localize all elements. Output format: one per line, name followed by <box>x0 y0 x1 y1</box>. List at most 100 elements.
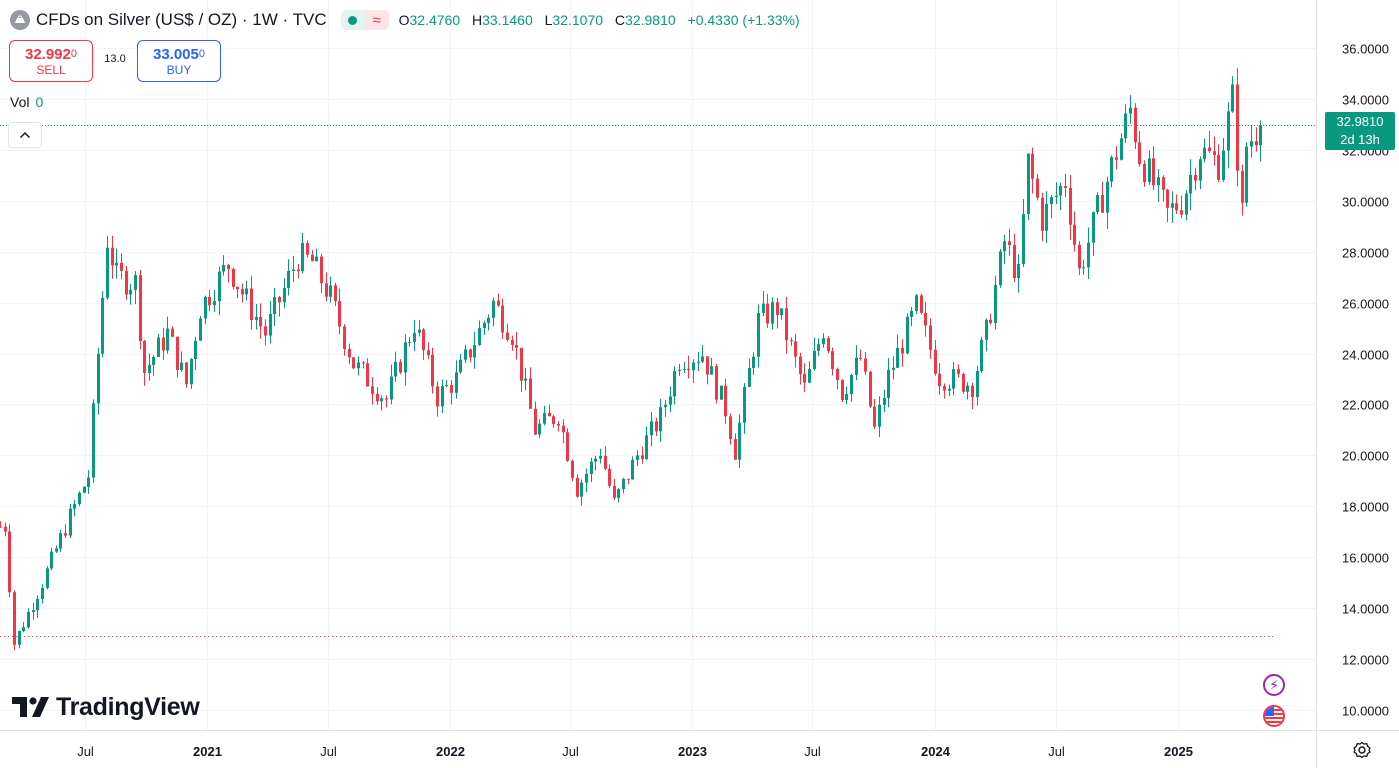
candle-body <box>78 492 81 505</box>
candle-body <box>576 477 579 497</box>
candle-body <box>390 376 393 400</box>
candle-body <box>915 295 918 311</box>
candle-body <box>329 285 332 297</box>
candle-body <box>557 423 560 426</box>
candle-body <box>934 349 937 374</box>
candle-body <box>971 385 974 398</box>
candle-body <box>906 316 909 354</box>
candle-body <box>450 385 453 393</box>
candle-body <box>994 285 997 324</box>
price-tick-label: 28.0000 <box>1342 246 1389 261</box>
candle-body <box>162 337 165 351</box>
candle-body <box>617 489 620 498</box>
candle-body <box>1101 195 1104 213</box>
collapse-legend-button[interactable] <box>8 122 42 148</box>
candle-body <box>69 508 72 536</box>
candle-body <box>1017 263 1020 279</box>
buy-button[interactable]: 33.0050 BUY <box>137 40 221 82</box>
candle-body <box>1087 242 1090 268</box>
candle-body <box>715 366 718 400</box>
candle-body <box>334 285 337 302</box>
candle-body <box>348 348 351 358</box>
candle-body <box>962 373 965 392</box>
silver-symbol-icon[interactable] <box>10 10 30 30</box>
symbol-title[interactable]: CFDs on Silver (US$ / OZ) · 1W · TVC <box>36 10 327 29</box>
candle-body <box>422 329 425 351</box>
candle-body <box>59 533 62 549</box>
price-tick-label: 24.0000 <box>1342 348 1389 363</box>
candle-body <box>1036 178 1039 198</box>
candle-body <box>1213 151 1216 155</box>
candle-body <box>250 288 253 320</box>
candle-body <box>548 412 551 417</box>
candle-body <box>883 397 886 405</box>
candle-body <box>101 297 104 354</box>
candle-body <box>543 412 546 424</box>
candle-body <box>469 349 472 358</box>
candle-body <box>97 353 100 404</box>
time-tick-label: 2025 <box>1164 744 1193 759</box>
candle-body <box>431 354 434 387</box>
candle-body <box>985 319 988 340</box>
candle-body <box>650 421 653 436</box>
wave-icon[interactable]: ≈ <box>364 10 389 30</box>
volume-legend[interactable]: Vol 0 <box>10 94 44 110</box>
candle-body <box>115 262 118 266</box>
candle-body <box>585 473 588 483</box>
candle-body <box>199 318 202 341</box>
time-tick-label: 2023 <box>678 744 707 759</box>
candle-body <box>487 317 490 323</box>
candle-body <box>924 312 927 326</box>
candle-body <box>1124 113 1127 139</box>
candle-body <box>999 251 1002 286</box>
candle-body <box>371 386 374 394</box>
candle-body <box>1120 138 1123 160</box>
sell-button[interactable]: 32.9920 SELL <box>9 40 93 82</box>
candle-body <box>817 344 820 351</box>
candle-body <box>83 486 86 493</box>
candle-body <box>343 326 346 349</box>
candle-body <box>873 406 876 427</box>
candle-body <box>1013 245 1016 279</box>
candle-body <box>232 268 235 287</box>
price-change: +0.4330 (+1.33%) <box>687 12 800 28</box>
candle-body <box>139 275 142 341</box>
candle-body <box>157 337 160 357</box>
candle-body <box>515 344 518 348</box>
candle-body <box>1259 125 1262 146</box>
candle-body <box>822 338 825 345</box>
candle-body <box>1008 241 1011 246</box>
candle-body <box>520 347 523 381</box>
candle-body <box>878 404 881 427</box>
candle-body <box>827 338 830 352</box>
price-tick-label: 18.0000 <box>1342 500 1389 515</box>
candle-body <box>813 350 816 369</box>
candle-body <box>571 460 574 478</box>
candle-body <box>752 356 755 368</box>
candle-body <box>87 477 90 487</box>
tradingview-logo[interactable]: TradingView <box>12 692 200 722</box>
us-flag-icon[interactable] <box>1263 705 1285 727</box>
candle-body <box>580 482 583 497</box>
time-tick-label: Jul <box>562 744 579 759</box>
candle-body <box>1041 197 1044 231</box>
time-tick-label: Jul <box>320 744 337 759</box>
candle-body <box>1045 204 1048 231</box>
gear-icon[interactable] <box>1352 740 1372 760</box>
candle-body <box>566 432 569 461</box>
candle-body <box>148 364 151 373</box>
candle-body <box>1162 177 1165 190</box>
candle-body <box>720 385 723 400</box>
candle-body <box>413 332 416 343</box>
lightning-icon[interactable]: ⚡ <box>1263 674 1285 696</box>
candle-body <box>859 357 862 359</box>
market-status-pills[interactable]: ≈ <box>340 10 389 30</box>
candle-body <box>771 302 774 324</box>
price-tick-label: 20.0000 <box>1342 449 1389 464</box>
candle-body <box>669 396 672 405</box>
market-open-icon[interactable] <box>340 10 365 30</box>
candle-body <box>1194 175 1197 181</box>
candle-body <box>315 256 318 262</box>
candle-body <box>552 416 555 424</box>
